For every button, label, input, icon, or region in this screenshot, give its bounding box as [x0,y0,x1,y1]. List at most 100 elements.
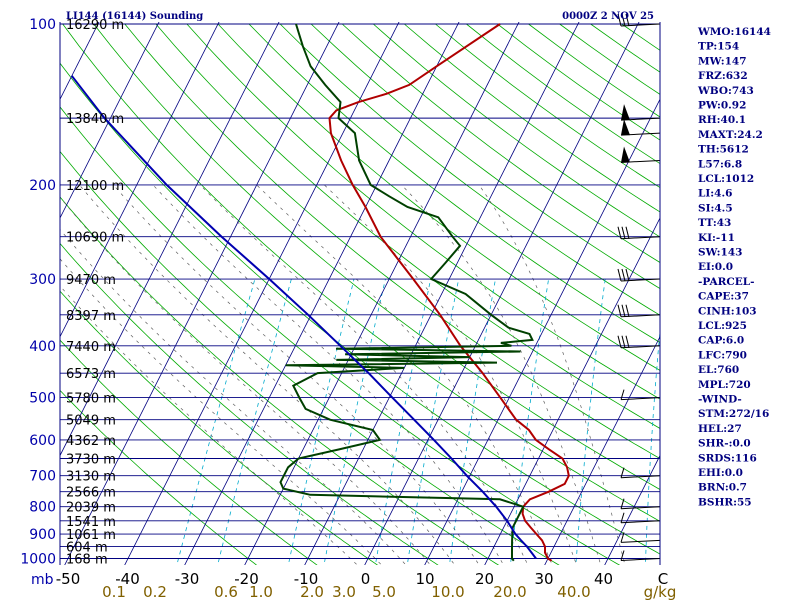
isotherm [0,12,44,570]
index-line: WMO:16144 [697,26,771,38]
wind-barb [617,335,661,349]
pressure-label: 700 [29,469,56,485]
valid-time: 0000Z 2 NOV 25 [562,11,654,22]
wind-barb [617,226,661,240]
wind-barb [620,498,661,510]
index-line: FRZ:632 [698,70,748,82]
index-line: SHR-:0.0 [698,438,751,450]
wind-barb-feather [617,268,622,282]
temperature-tick-label: 40 [594,570,613,588]
height-label: 13840 m [66,112,124,127]
wind-barb-feather [625,13,630,27]
height-label: 5780 m [66,392,116,407]
mixing-ratio-line [176,278,256,565]
height-label: 12100 m [66,179,124,194]
pressure-axis-unit: mb [31,572,54,588]
mixing-ratio-tick-label: 10.0 [431,583,464,600]
wind-barb [617,304,661,318]
isotherm [544,335,660,565]
wind-barb-feather [621,13,626,27]
temperature-tick-label: 0 [361,570,371,588]
mixing-ratio-tick-label: 40.0 [557,583,590,600]
mixing-ratio-line [217,278,292,565]
temperature-profile [328,23,570,562]
index-line: EHI:0.0 [698,467,743,479]
wind-barb-feather [625,268,630,282]
height-label: 1541 m [66,515,116,530]
dry-adiabat [310,23,660,290]
wind-barb [620,532,661,543]
parcel-path [71,75,537,560]
temperature-tick-label: -30 [175,570,200,588]
index-line: TT:43 [698,217,731,229]
wind-barb-feather [620,498,625,509]
index-line: BSHR:55 [698,496,752,508]
index-line: WBO:743 [697,85,754,97]
wind-barb-staff [620,520,661,524]
isotherm [244,22,520,565]
mixing-ratio-line [323,278,386,565]
pressure-label: 400 [29,339,56,355]
wind-barb-feather [625,335,630,348]
index-line: KI:-11 [698,232,735,244]
dry-adiabat [341,23,660,263]
moist-adiabat [401,184,602,565]
pressure-label: 1000 [20,552,56,568]
moist-adiabat [113,184,480,565]
index-line: SW:143 [698,247,742,259]
wind-barb-feather [617,226,622,239]
mixing-ratio-tick-label: 0.1 [102,583,126,600]
height-label: 3130 m [66,470,116,485]
index-line: CAP:6.0 [698,335,744,347]
dry-adiabat [93,23,660,490]
wind-barb [620,550,661,561]
wind-barb-staff [620,397,661,401]
dry-adiabat [60,339,318,565]
dry-adiabat [60,290,379,565]
isotherm [304,22,580,565]
grid-lines [0,12,660,570]
height-label: 7440 m [66,340,116,355]
wind-barb-feather [617,335,622,348]
dry-adiabat [60,150,560,565]
height-label: 2039 m [66,501,116,516]
height-label: 168 m [66,553,108,568]
wind-barb-feather [621,226,626,239]
index-line: L57:6.8 [698,158,742,170]
index-line: MAXT:24.2 [698,129,763,141]
dry-adiabat [217,23,660,371]
profiles [71,23,570,562]
height-label: 3730 m [66,453,116,468]
mixing-ratio-line [575,278,606,565]
isotherm [484,217,660,565]
wind-barb-staff [620,278,661,282]
index-line: EL:760 [698,364,739,376]
temperature-tick-label: -50 [56,570,81,588]
height-label: 6573 m [66,367,116,382]
height-label: 604 m [66,541,108,556]
index-line: LI:4.6 [698,188,732,200]
index-line: RH:40.1 [698,114,746,126]
index-line: TH:5612 [698,144,749,156]
indices-panel: WMO:16144 TP:154 MW:147 FRZ:632 WBO:743 PW:0.… [697,26,771,508]
wind-barb-feather [621,335,626,348]
dry-adiabat [248,23,660,343]
index-line: MPL:720 [698,379,751,391]
index-line: MW:147 [698,55,747,67]
dry-adiabat [60,389,258,565]
index-line: HEL:27 [698,423,742,435]
index-line: TP:154 [698,41,739,53]
isotherm [604,454,660,565]
wind-barb [620,467,661,479]
wind-barb [620,389,661,401]
moist-adiabat [60,285,358,565]
index-line: LFC:790 [698,349,747,361]
dry-adiabat [60,196,500,565]
wind-barb-staff [620,314,661,318]
mixing-ratio-line [287,278,355,565]
isotherm [124,22,400,565]
moist-adiabat [60,196,431,565]
wind-barb-feather [620,532,625,543]
index-line: BRN:0.7 [698,482,747,494]
